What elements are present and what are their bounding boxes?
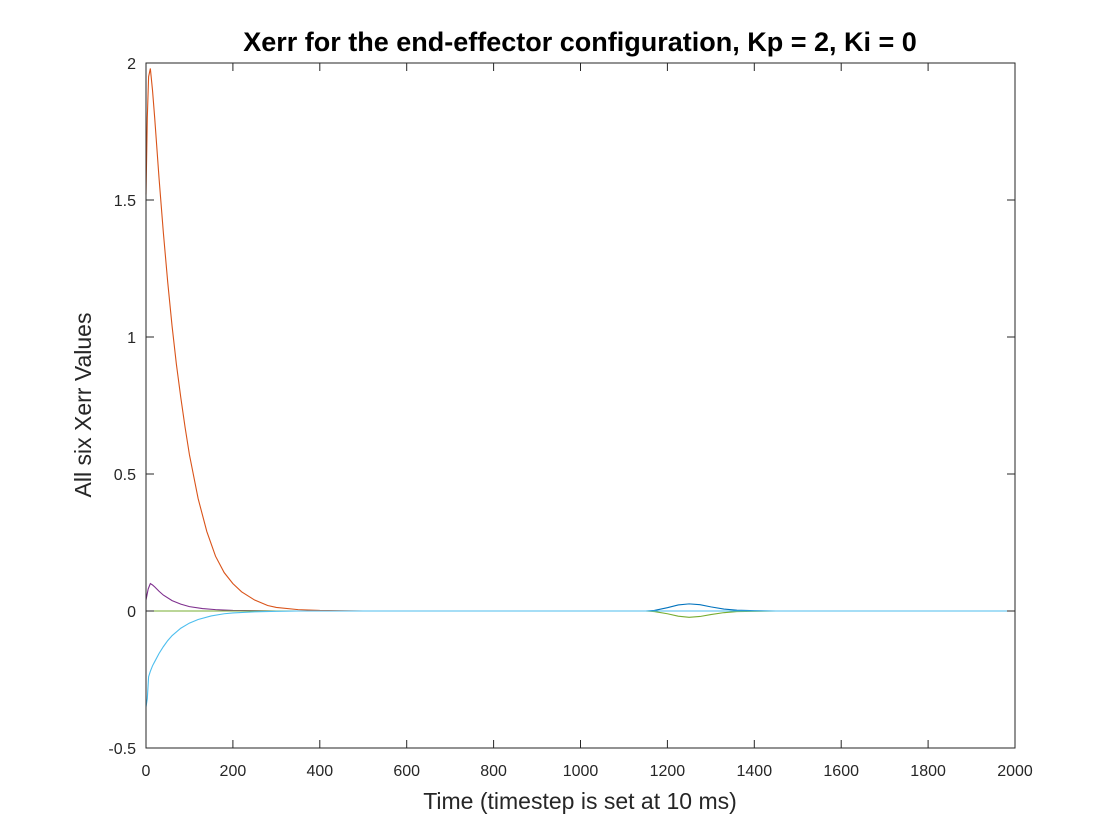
x-tick-label: 800 bbox=[480, 763, 507, 780]
x-tick-label: 0 bbox=[142, 763, 151, 780]
y-tick-label: 0 bbox=[127, 604, 136, 621]
x-tick-label: 1800 bbox=[910, 763, 946, 780]
x-tick-label: 200 bbox=[220, 763, 247, 780]
x-tick-label: 1200 bbox=[650, 763, 686, 780]
x-tick-label: 1400 bbox=[737, 763, 773, 780]
chart-title: Xerr for the end-effector configuration,… bbox=[243, 27, 917, 57]
y-tick-label: 1.5 bbox=[114, 193, 136, 210]
x-axis-label: Time (timestep is set at 10 ms) bbox=[423, 788, 737, 814]
x-tick-label: 600 bbox=[393, 763, 420, 780]
x-tick-label: 1000 bbox=[563, 763, 599, 780]
series-line-5 bbox=[146, 610, 1015, 618]
series-layer bbox=[145, 68, 1015, 707]
y-tick-label: -0.5 bbox=[108, 741, 136, 758]
x-tick-label: 2000 bbox=[997, 763, 1033, 780]
y-tick-label: 2 bbox=[127, 56, 136, 73]
tick-layer: 0 200 400 600 800 1000 1200 1400 1600 1800 2000 -0.… bbox=[108, 56, 1032, 780]
x-tick-label: 400 bbox=[306, 763, 333, 780]
y-tick-label: 0.5 bbox=[114, 467, 136, 484]
y-tick-label: 1 bbox=[127, 330, 136, 347]
y-axis-label: All six Xerr Values bbox=[70, 313, 96, 498]
x-tick-label: 1600 bbox=[823, 763, 859, 780]
axes-frame bbox=[145, 62, 1016, 749]
series-line-2 bbox=[145, 68, 1015, 612]
series-line-6 bbox=[145, 610, 1015, 707]
